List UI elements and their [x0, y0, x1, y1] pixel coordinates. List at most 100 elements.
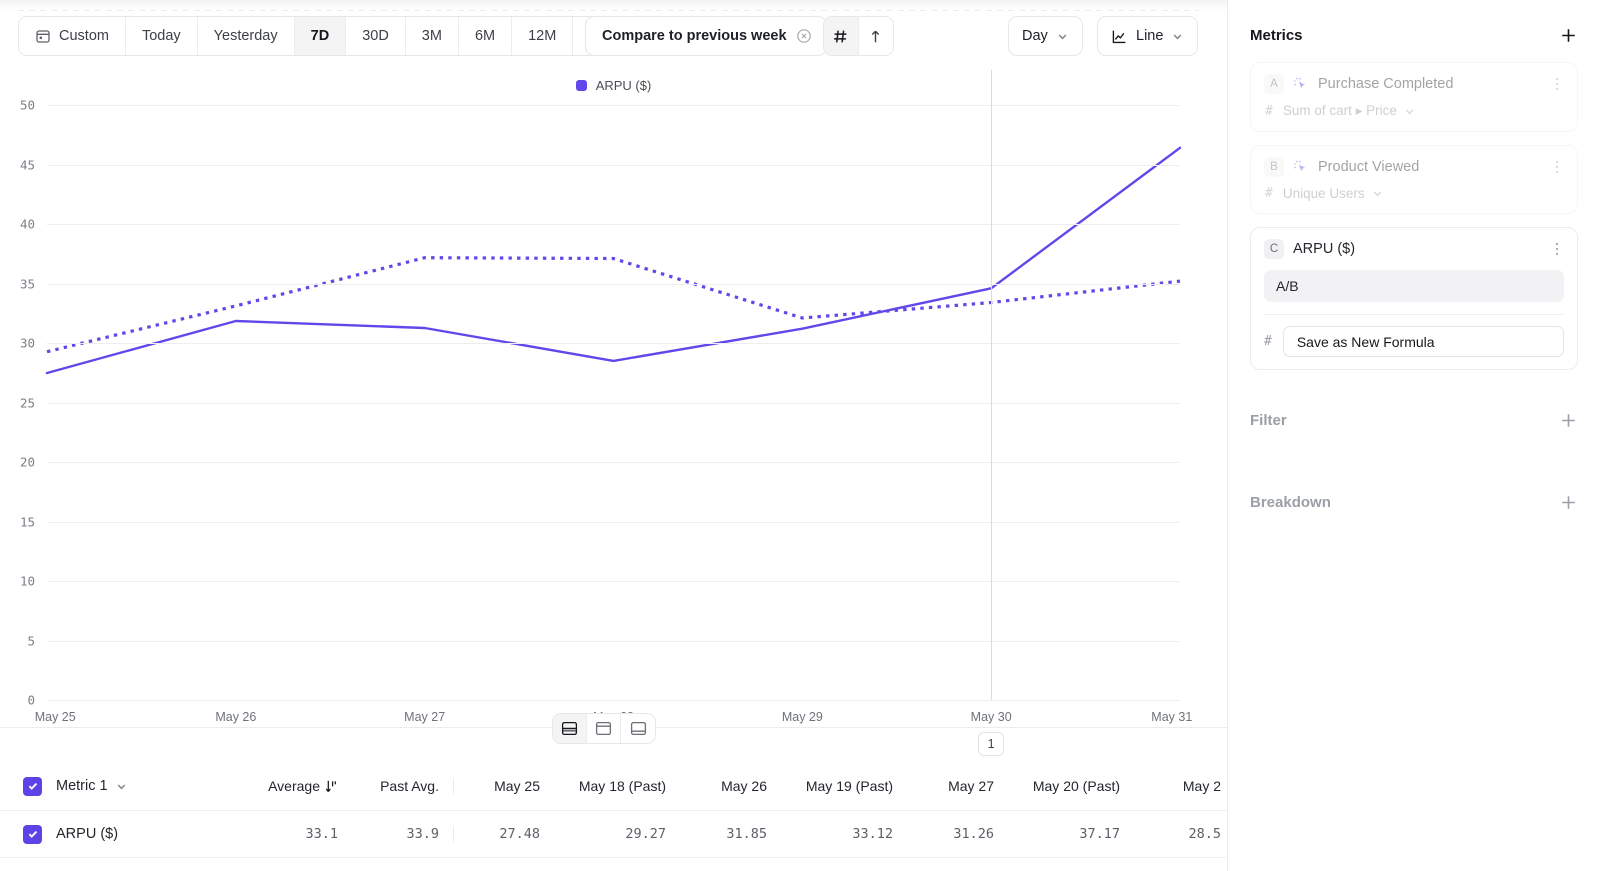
formula-input[interactable]: A/B [1264, 270, 1564, 302]
chevron-down-icon [1174, 33, 1182, 40]
series-line-current [45, 146, 1182, 375]
hash-grid-button[interactable] [824, 17, 859, 55]
main-panel: Custom Today Yesterday 7D 30D 3M [0, 16, 1227, 858]
chevron-down-icon[interactable] [115, 780, 128, 793]
column-header-label: May 18 (Past) [578, 778, 666, 794]
hash-icon: # [1265, 103, 1273, 119]
breakdown-section: Breakdown [1250, 470, 1578, 534]
series-line-past [46, 256, 1181, 354]
cursor-click-icon [1294, 77, 1305, 89]
metric-aggregation[interactable]: Unique Users [1283, 186, 1384, 201]
granularity-label: Day [1022, 28, 1048, 44]
sort-descending-icon[interactable] [325, 779, 338, 793]
cell-may-27: 31.26 [953, 826, 994, 842]
save-as-new-formula-button[interactable]: Save as New Formula [1282, 326, 1564, 357]
row-checkbox[interactable] [23, 824, 42, 844]
chart-container: ARPU ($) 0 5 10 15 20 25 30 35 40 45 50 May 25 May 2… [0, 70, 1227, 756]
filter-section: Filter [1250, 388, 1578, 452]
table-header-row: Metric 1 Average Past Avg. May 25 May 18… [0, 762, 1227, 810]
grid-line [47, 283, 1180, 285]
metric-card-b[interactable]: B Product Viewed # Unique Users [1250, 145, 1578, 214]
select-all-checkbox[interactable] [23, 776, 42, 796]
grid-line [47, 700, 1180, 701]
cell-may-25: 27.48 [453, 826, 554, 842]
table-row[interactable]: ARPU ($) 33.1 33.9 27.48 29.27 31.85 33.… [0, 810, 1227, 858]
range-option-12m[interactable]: 12M [512, 17, 574, 55]
column-header-past-avg[interactable]: Past Avg. [352, 778, 453, 794]
close-circle-icon[interactable] [796, 28, 812, 44]
column-header-may-20-past[interactable]: May 20 (Past) [1008, 778, 1134, 794]
row-metric-name: ARPU ($) [56, 826, 251, 842]
metric-name: ARPU ($) [1293, 241, 1356, 257]
y-axis-tick-label: 10 [19, 573, 35, 589]
column-header-label: Average [268, 778, 320, 794]
cell-truncated: 28.5 [1188, 826, 1221, 842]
column-header-average[interactable]: Average [251, 778, 352, 794]
chart-display-options[interactable] [823, 16, 894, 56]
table-only-button[interactable] [621, 714, 655, 743]
table-only-icon [630, 721, 646, 736]
chart-legend: ARPU ($) [0, 78, 1227, 93]
y-axis-tick-label: 40 [19, 216, 35, 232]
legend-label: ARPU ($) [595, 78, 652, 93]
check-icon [28, 830, 37, 838]
layout-toggle-group[interactable] [552, 713, 656, 744]
metric-options-icon[interactable] [1550, 242, 1564, 256]
y-axis-tick-label: 20 [19, 454, 35, 470]
metric-card-c-formula[interactable]: C ARPU ($) A/B # Save as New Formula [1250, 227, 1578, 370]
plus-icon[interactable] [1559, 493, 1578, 512]
scrolled-top-bar-peek [0, 0, 1227, 11]
granularity-dropdown[interactable]: Day [1008, 16, 1083, 56]
split-view-button[interactable] [553, 714, 587, 743]
chart-only-button[interactable] [587, 714, 621, 743]
x-axis-tick-label: May 29 [781, 710, 823, 724]
range-option-label: 6M [474, 28, 496, 44]
plus-icon[interactable] [1559, 411, 1578, 430]
y-axis-tick-label: 45 [19, 157, 35, 172]
date-range-selector[interactable]: Custom Today Yesterday 7D 30D 3M [18, 16, 657, 56]
y-axis-tick-label: 35 [19, 276, 35, 291]
column-header-may-19-past[interactable]: May 19 (Past) [781, 778, 907, 794]
column-header-truncated[interactable]: May 2 [1134, 778, 1235, 794]
column-header-may-18-past[interactable]: May 18 (Past) [554, 778, 680, 794]
chart-marker-badge[interactable]: 1 [978, 732, 1005, 756]
range-option-custom[interactable]: Custom [19, 17, 126, 55]
column-header-may-27[interactable]: May 27 [907, 778, 1008, 794]
metric-aggregation-label: Sum of cart ▸ Price [1282, 103, 1397, 118]
range-option-today[interactable]: Today [125, 17, 198, 55]
x-axis-tick-label: May 25 [34, 710, 76, 724]
chart-type-dropdown[interactable]: Line [1097, 16, 1199, 56]
metric-badge: B [1264, 157, 1284, 177]
compare-period-chip[interactable]: Compare to previous week [585, 16, 827, 56]
column-header-may-25[interactable]: May 25 [453, 778, 554, 794]
metric-card-a[interactable]: A Purchase Completed # Sum of cart ▸ Pri… [1250, 62, 1578, 132]
range-option-6m[interactable]: 6M [458, 17, 513, 55]
metric-aggregation[interactable]: Sum of cart ▸ Price [1283, 103, 1416, 119]
range-option-label: Today [141, 28, 181, 44]
y-axis-tick-label: 15 [19, 514, 35, 529]
metric-aggregation-label: Unique Users [1282, 186, 1365, 201]
calendar-icon [36, 30, 50, 43]
column-header-label: May 2 [1182, 778, 1221, 794]
chart-plot-area[interactable]: 0 5 10 15 20 25 30 35 40 45 50 May 25 May 26 May 27 Ma… [20, 70, 1192, 756]
metrics-header: Metrics [1250, 0, 1578, 62]
x-axis-tick-label: May 27 [404, 710, 446, 724]
metric-group-label: Metric 1 [56, 778, 108, 794]
cell-may-19-past: 33.12 [852, 826, 893, 842]
metric-group-header[interactable]: Metric 1 [56, 778, 251, 794]
cell-past-avg: 33.9 [406, 826, 439, 842]
range-option-30d[interactable]: 30D [346, 17, 406, 55]
metric-options-icon[interactable] [1550, 160, 1564, 174]
range-option-3m[interactable]: 3M [405, 17, 459, 55]
range-option-7d[interactable]: 7D [294, 17, 347, 55]
range-option-yesterday[interactable]: Yesterday [197, 17, 295, 55]
plus-icon[interactable] [1559, 26, 1578, 45]
column-header-may-26[interactable]: May 26 [680, 778, 781, 794]
export-button[interactable] [858, 17, 893, 55]
metric-options-icon[interactable] [1550, 77, 1564, 91]
chevron-down-icon [1058, 33, 1067, 40]
metrics-table: Metric 1 Average Past Avg. May 25 May 18… [0, 762, 1227, 858]
row-metric-label: ARPU ($) [56, 826, 119, 842]
cell-may-20-past: 37.17 [1079, 826, 1120, 842]
cell-may-18-past: 29.27 [625, 826, 666, 842]
